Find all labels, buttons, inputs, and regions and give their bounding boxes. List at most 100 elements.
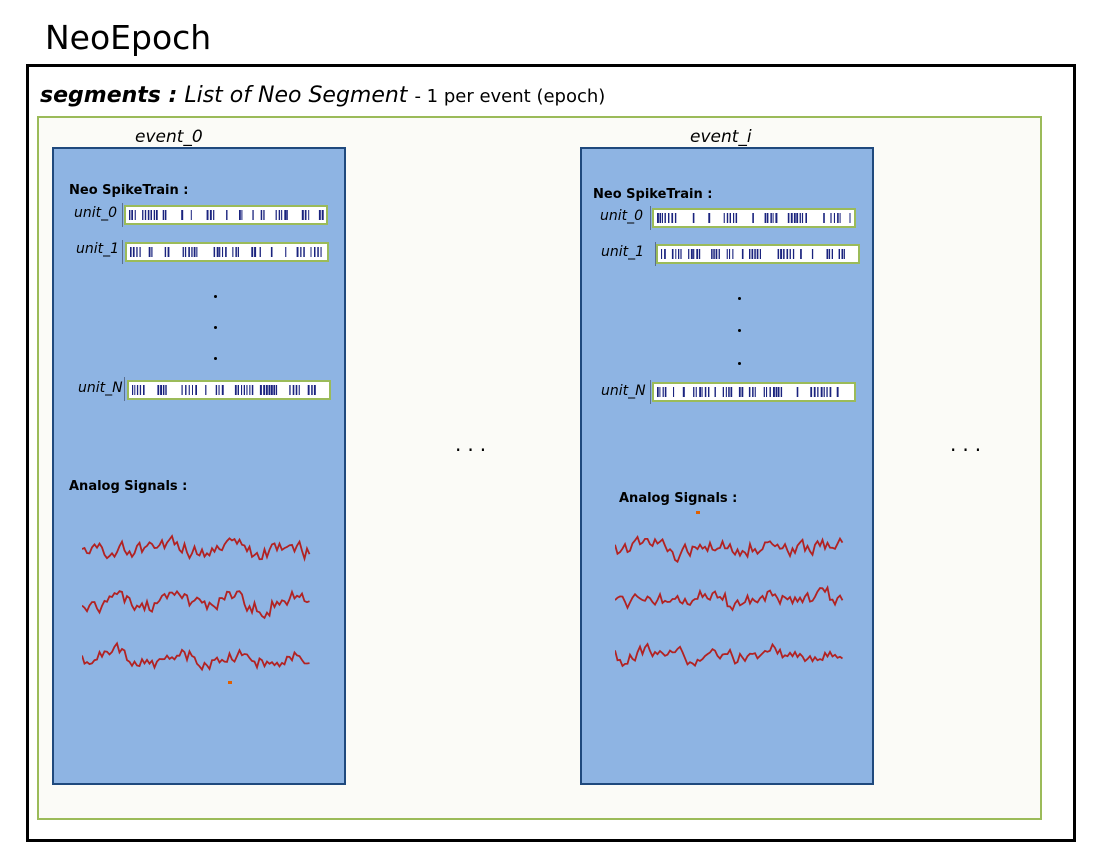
spike-tick: [754, 249, 756, 259]
spike-tick: [671, 249, 674, 259]
analog-trace: [82, 641, 310, 672]
unit-label-i-0: unit_0: [600, 208, 644, 224]
spike-tick: [735, 213, 738, 223]
spike-tick: [829, 387, 832, 397]
spike-tick: [801, 213, 804, 223]
spike-tick: [249, 385, 251, 395]
unit-label-0-1: unit_1: [76, 241, 120, 257]
spike-tick: [780, 249, 783, 259]
spike-tick: [284, 210, 287, 220]
spike-tick: [265, 385, 268, 395]
spike-tick: [157, 385, 160, 395]
spike-tick: [148, 247, 151, 257]
spike-tick: [314, 247, 316, 257]
spike-tick: [790, 213, 793, 223]
spike-tick: [134, 385, 136, 395]
spike-tick: [136, 385, 139, 395]
spike-tick: [296, 247, 299, 257]
spike-tick: [221, 385, 224, 395]
spike-tick: [657, 213, 659, 223]
spike-tick: [690, 249, 693, 259]
spike-tick: [849, 213, 851, 223]
spike-tick: [182, 247, 184, 257]
spike-tick: [209, 210, 212, 220]
spike-tick: [732, 249, 734, 259]
spike-tick: [826, 249, 829, 259]
spike-tick: [310, 247, 312, 257]
spike-tick: [714, 387, 716, 397]
spike-tick: [843, 249, 845, 259]
spike-tick: [841, 249, 844, 259]
unit-axis-line: [650, 206, 651, 230]
vertical-ellipsis-dot: [738, 297, 741, 300]
spike-tick: [770, 213, 772, 223]
spike-tick: [185, 385, 187, 395]
spike-tick: [664, 249, 666, 259]
spike-tick: [286, 210, 288, 220]
unit-label-0-N: unit_N: [78, 380, 123, 396]
spike-train-0-N: [127, 380, 331, 400]
unit-axis-line: [122, 203, 123, 227]
spike-tick: [313, 385, 316, 395]
spike-tick: [241, 210, 243, 220]
spike-tick: [147, 210, 150, 220]
vertical-ellipsis-dot: [214, 357, 217, 360]
spike-tick: [165, 210, 167, 220]
spike-tick: [741, 249, 744, 259]
analog-trace: [615, 642, 844, 668]
spike-tick: [800, 249, 802, 259]
spike-tick: [668, 213, 670, 223]
spike-tick: [823, 213, 825, 223]
spike-tick: [132, 385, 134, 395]
spike-tick: [252, 210, 254, 220]
spike-tick: [150, 210, 152, 220]
spike-tick: [164, 247, 167, 257]
spike-tick: [311, 385, 313, 395]
spike-tick: [664, 213, 666, 223]
spike-tick: [218, 385, 220, 395]
spike-tick: [715, 249, 718, 259]
spike-tick: [191, 247, 193, 257]
spike-tick: [733, 213, 735, 223]
spike-tick: [190, 210, 192, 220]
spiketrain-header-0: Neo SpikeTrain :: [69, 183, 189, 198]
analog-signals-i: [615, 534, 844, 668]
unit-label-i-1: unit_1: [601, 244, 645, 260]
vertical-ellipsis-dot: [738, 329, 741, 332]
spike-tick: [278, 210, 281, 220]
spike-tick: [289, 385, 291, 395]
spike-tick: [225, 247, 227, 257]
spike-train-i-0: [652, 208, 856, 228]
spike-tick: [813, 387, 816, 397]
spike-tick: [723, 213, 725, 223]
diagram-title: NeoEpoch: [45, 18, 212, 57]
unit-label-i-N: unit_N: [601, 383, 646, 399]
spike-tick: [139, 385, 142, 395]
spike-tick: [823, 387, 825, 397]
spike-tick: [693, 249, 695, 259]
spike-tick: [275, 210, 277, 220]
spike-tick: [748, 387, 751, 397]
spike-tick: [718, 249, 720, 259]
spike-tick: [680, 249, 682, 259]
spike-tick: [763, 387, 765, 397]
segments-header: segments : List of Neo Segment - 1 per e…: [40, 83, 605, 108]
spike-tick: [270, 385, 273, 395]
speck: [228, 681, 232, 684]
spike-tick: [780, 387, 783, 397]
spike-raster: [657, 213, 851, 223]
spike-tick: [132, 247, 135, 257]
spike-tick: [196, 247, 198, 257]
spike-tick: [239, 210, 241, 220]
spike-tick: [237, 385, 239, 395]
spike-tick: [767, 213, 769, 223]
spike-tick: [751, 249, 754, 259]
spike-tick: [671, 213, 674, 223]
spike-tick: [730, 387, 733, 397]
spike-tick: [837, 213, 839, 223]
spike-tick: [695, 387, 697, 397]
spike-tick: [153, 210, 156, 220]
spike-tick: [688, 249, 690, 259]
spike-tick: [160, 385, 162, 395]
spike-tick: [664, 387, 667, 397]
